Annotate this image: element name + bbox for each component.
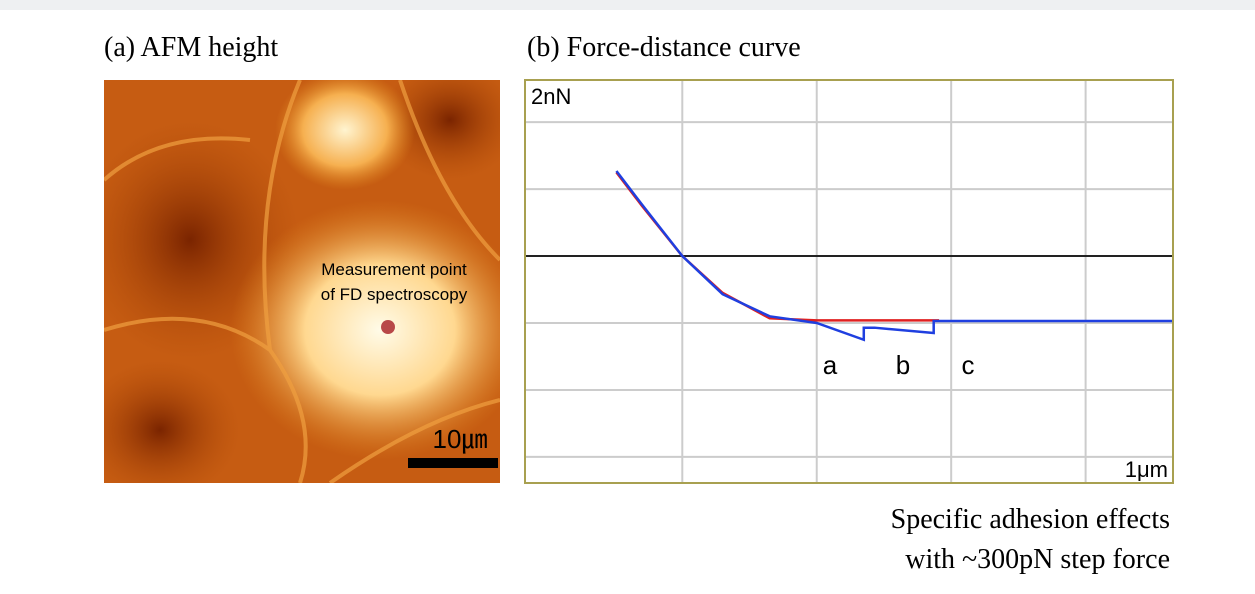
plot [525,80,1173,483]
annotation: a [823,350,838,380]
annotation: c [962,350,975,380]
curve [615,170,1173,342]
scale-bar [408,458,498,468]
caption: with ~300pN step force [905,544,1170,575]
caption: Specific adhesion effects [891,504,1170,535]
x-scale-label: 1μm [1125,457,1168,482]
plot-frame [524,79,1174,484]
measurement-point [381,320,395,334]
panel-a-title: (a) AFM height [104,32,278,63]
curve [615,171,940,322]
top-strip [0,0,1255,10]
chart-title: (b) Force-distance curve [527,32,801,63]
annotation: of FD spectroscopy [321,285,468,304]
afm-image [104,80,500,483]
annotation: Measurement point [321,260,467,279]
annotation: b [896,350,910,380]
y-scale-label: 2nN [531,84,571,109]
scale-bar-label: 10㎛ [433,424,488,454]
